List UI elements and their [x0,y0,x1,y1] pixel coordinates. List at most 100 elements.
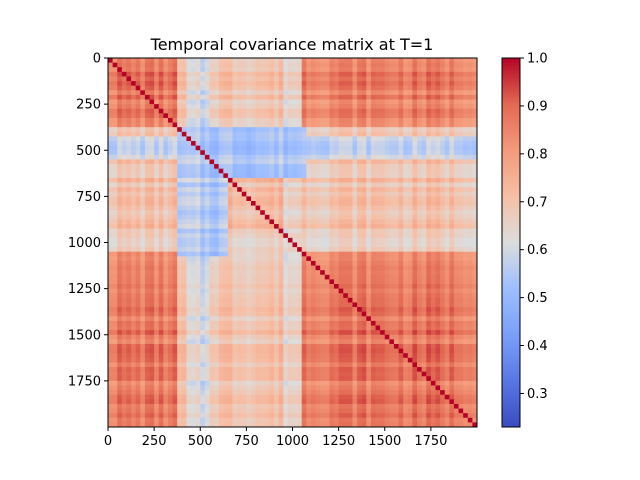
heatmap-cell [449,297,455,304]
heatmap-cell [421,316,427,322]
heatmap-cell [389,67,395,73]
heatmap-cell [370,71,377,78]
heatmap-cell [209,316,215,322]
heatmap-cell [108,164,114,170]
heatmap-cell [287,242,294,248]
heatmap-cell [343,297,349,304]
heatmap-cell [167,320,174,327]
heatmap-cell [158,85,164,91]
heatmap-cell [398,94,404,101]
heatmap-cell [329,210,335,216]
heatmap-cell [444,228,450,234]
heatmap-cell [407,71,414,78]
heatmap-cell [320,150,326,156]
heatmap-cell [117,214,123,221]
heatmap-cell [200,113,206,119]
heatmap-cell [195,219,201,225]
heatmap-cell [361,90,367,96]
heatmap-cell [430,81,437,87]
heatmap-cell [297,71,303,78]
heatmap-cell [269,237,275,244]
heatmap-cell [200,71,206,78]
heatmap-cell [297,117,303,124]
heatmap-cell [149,177,155,184]
heatmap-cell [227,200,234,207]
heatmap-cell [135,302,141,308]
heatmap-cell [186,136,192,142]
heatmap-cell [172,113,178,119]
heatmap-cell [426,224,432,230]
heatmap-cell [232,219,238,225]
heatmap-cell [384,117,390,124]
heatmap-cell [167,270,174,276]
heatmap-cell [218,233,224,239]
heatmap-cell [301,58,307,64]
heatmap-cell [237,330,243,336]
heatmap-cell [407,297,414,304]
heatmap-cell [131,325,137,331]
heatmap-cell [186,108,192,114]
heatmap-cell [370,210,377,216]
heatmap-cell [227,187,234,193]
heatmap-cell [218,154,224,161]
heatmap-cell [403,316,409,322]
heatmap-cell [144,247,151,253]
heatmap-cell [135,270,141,276]
heatmap-cell [191,210,197,216]
heatmap-cell [126,297,132,304]
heatmap-cell [278,150,284,156]
heatmap-cell [361,325,367,331]
heatmap-cell [274,288,280,294]
heatmap-cell [407,62,414,68]
heatmap-cell [380,145,386,151]
heatmap-cell [218,293,224,299]
heatmap-cell [393,127,400,133]
heatmap-cell [449,284,455,290]
heatmap-cell [163,81,169,87]
heatmap-cell [444,164,450,170]
heatmap-cell [163,187,169,193]
heatmap-cell [108,284,114,290]
heatmap-cell [375,90,381,96]
heatmap-cell [287,131,294,138]
heatmap-cell [417,159,423,165]
heatmap-cell [297,311,303,317]
heatmap-cell [458,113,464,119]
heatmap-cell [370,122,377,128]
heatmap-cell [278,168,284,174]
heatmap-cell [144,182,151,188]
heatmap-cell [467,256,473,262]
heatmap-cell [320,205,326,211]
heatmap-cell [398,159,404,165]
heatmap-cell [140,67,146,73]
heatmap-cell [320,228,326,234]
heatmap-cell [126,76,132,82]
heatmap-cell [324,214,330,221]
heatmap-cell [463,242,469,248]
heatmap-cell [366,237,372,244]
heatmap-cell [366,311,372,317]
heatmap-cell [398,316,404,322]
heatmap-cell [191,288,197,294]
heatmap-cell [315,274,321,280]
heatmap-cell [375,113,381,119]
heatmap-cell [186,320,192,327]
heatmap-cell [126,330,132,336]
heatmap-cell [380,154,386,161]
heatmap-cell [140,76,146,82]
heatmap-cell [167,311,174,317]
heatmap-cell [227,62,234,68]
heatmap-cell [472,288,477,294]
heatmap-cell [112,58,118,64]
heatmap-cell [407,247,414,253]
heatmap-cell [264,242,271,248]
heatmap-cell [232,224,238,230]
heatmap-cell [117,196,123,202]
heatmap-cell [393,191,400,197]
heatmap-cell [426,293,432,299]
heatmap-cell [320,191,326,197]
heatmap-cell [320,67,326,73]
heatmap-cell [329,113,335,119]
heatmap-cell [260,279,266,285]
heatmap-cell [167,150,174,156]
